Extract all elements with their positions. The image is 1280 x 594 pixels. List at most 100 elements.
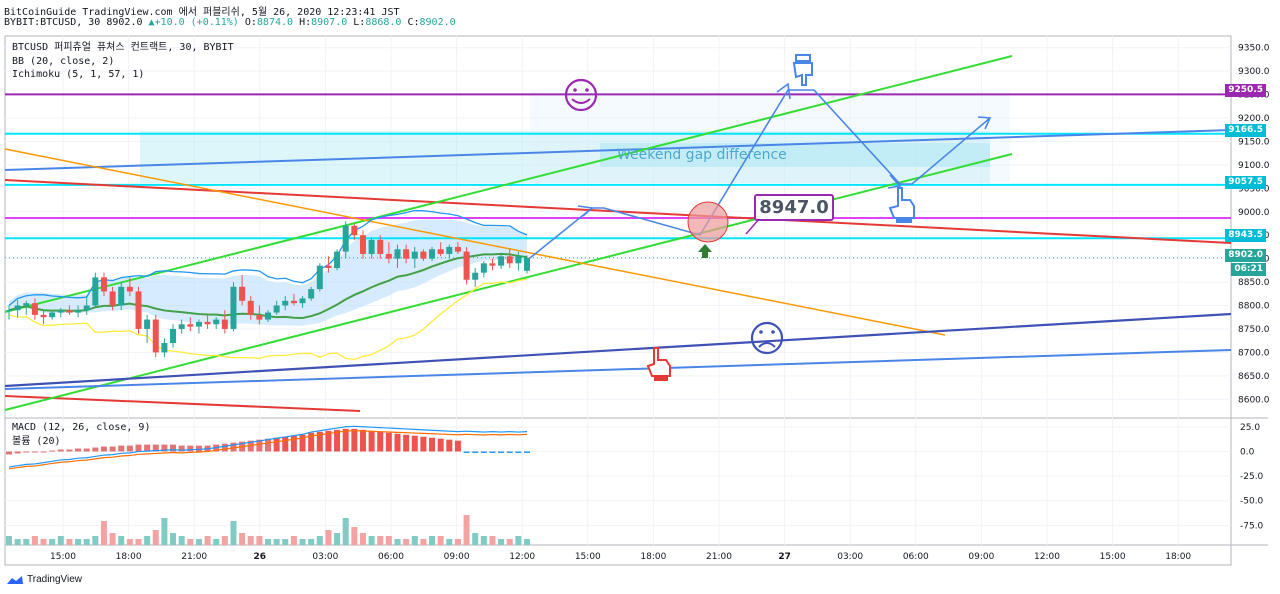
- target-circle[interactable]: [687, 201, 729, 243]
- volume-bar: [403, 539, 410, 545]
- volume-bar: [49, 539, 56, 545]
- green-channel-lower[interactable]: [4, 153, 1013, 411]
- volume-bar: [6, 536, 12, 545]
- time-tick-label: 15:00: [50, 552, 76, 562]
- macd-hist-bar: [377, 431, 384, 452]
- red-lower-trendline[interactable]: [4, 395, 361, 412]
- candle-body: [178, 324, 185, 329]
- candle-body: [308, 289, 315, 299]
- price-tick-label: 9300.0: [1238, 67, 1270, 77]
- macd-line: [8, 425, 528, 468]
- candle-body: [334, 251, 341, 269]
- macd-hist-bar: [195, 445, 202, 452]
- time-tick-label: 27: [778, 552, 791, 562]
- badge-9166: 9166.5: [1225, 124, 1266, 137]
- arrowhead-3: [887, 174, 902, 189]
- footer-brand[interactable]: TradingView: [6, 574, 82, 585]
- volume-bar: [265, 539, 271, 545]
- hand-down-blue-icon[interactable]: [792, 54, 813, 86]
- smiley-icon[interactable]: [564, 78, 598, 112]
- macd-hist-bar: [325, 430, 332, 452]
- candle-body: [14, 305, 21, 311]
- blue-upper-trendline[interactable]: [4, 129, 1232, 171]
- legend-bb[interactable]: BB (20, close, 2): [12, 55, 115, 67]
- macd-hist-bar: [515, 451, 522, 453]
- candle-body: [75, 310, 82, 313]
- volume-bar: [351, 527, 358, 545]
- macd-hist-bar: [265, 438, 271, 452]
- orange-trendline[interactable]: [4, 148, 946, 336]
- candle-body: [489, 263, 496, 266]
- candle-body: [524, 257, 530, 271]
- volume-bar: [40, 539, 47, 545]
- volume-bar: [308, 539, 315, 545]
- volume-bar: [66, 539, 73, 545]
- volume-bar: [144, 536, 151, 545]
- macd-hist-bar: [334, 429, 341, 452]
- candle-body: [66, 310, 73, 313]
- price-axis-labels: 9350.09300.09250.09200.09150.09100.09050…: [1238, 44, 1270, 406]
- candle-body: [515, 256, 522, 264]
- green-channel-upper[interactable]: [4, 55, 1013, 313]
- arrowhead-4: [977, 116, 992, 130]
- price-tick-label: 9050.0: [1238, 184, 1270, 194]
- up-arrow-icon: [698, 244, 712, 258]
- time-axis-labels: 15:00 18:00 21:00 26 03:00 06:00 09:00 12:00 15:…: [50, 552, 1191, 562]
- frown-icon[interactable]: [750, 321, 784, 355]
- main-legend: BTCUSD 퍼피츄얼 퓨쳐스 컨트랙트, 30, BYBIT BB (20, …: [12, 41, 234, 82]
- volume-bar: [126, 539, 133, 545]
- volume-bar: [437, 536, 444, 545]
- price-tick-label: 9200.0: [1238, 114, 1270, 124]
- volume-bar: [489, 536, 496, 545]
- legend-symbol[interactable]: BTCUSD 퍼피츄얼 퓨쳐스 컨트랙트, 30, BYBIT: [12, 42, 234, 53]
- hand-up-red-icon[interactable]: [646, 347, 671, 381]
- legend-ichimoku[interactable]: Ichimoku (5, 1, 57, 1): [12, 69, 145, 80]
- macd-hist-bar: [351, 428, 358, 452]
- open-value: 8874.0: [256, 17, 294, 28]
- macd-hist-bar: [100, 446, 107, 452]
- macd-hist-bar: [472, 451, 479, 453]
- price-tick-label: 8600.0: [1238, 395, 1270, 405]
- arrowhead-1: [577, 205, 594, 217]
- volume-bar: [161, 518, 168, 545]
- macd-hist-bar: [118, 445, 125, 452]
- macd-axis-labels: 25.0 0.0 -25.0 -50.0 -75.0: [1240, 423, 1264, 531]
- price-callout[interactable]: 8947.0: [754, 194, 834, 221]
- macd-hist-bar: [489, 451, 496, 453]
- hand-up-blue-icon[interactable]: [888, 187, 915, 223]
- candle-body: [92, 277, 99, 306]
- open-label: O:: [244, 17, 257, 28]
- macd-hist-bar: [83, 448, 90, 452]
- indigo-support-line[interactable]: [4, 312, 1232, 388]
- blue-support-line[interactable]: [4, 349, 1232, 390]
- price-tick-label: 8800.0: [1238, 302, 1270, 312]
- candle-body: [204, 321, 211, 325]
- arrowhead-2: [776, 82, 791, 100]
- price-tick-label: 9350.0: [1238, 44, 1270, 54]
- candle-body: [446, 246, 453, 254]
- candle-body: [411, 251, 418, 259]
- macd-hist-bar: [359, 429, 366, 452]
- macd-hist-bar: [221, 443, 228, 452]
- badge-9250: 9250.5: [1225, 84, 1266, 97]
- macd-tick-label: -50.0: [1240, 497, 1264, 507]
- volume-bar: [247, 536, 254, 545]
- candle-body: [316, 265, 323, 290]
- volume-bar: [273, 539, 280, 545]
- symbol-label: BYBIT:BTCUSD, 30: [4, 17, 101, 28]
- macd-hist-bar: [247, 440, 254, 452]
- legend-macd[interactable]: MACD (12, 26, close, 9): [12, 422, 151, 433]
- weekend-gap-box[interactable]: [140, 131, 990, 183]
- macd-hist-bar: [385, 432, 392, 452]
- macd-hist-bar: [290, 435, 297, 452]
- volume-bar: [299, 539, 306, 545]
- time-tick-label: 15:00: [575, 552, 601, 562]
- candle-body: [290, 300, 297, 304]
- macd-hist-bar: [411, 435, 418, 452]
- volume-bar: [446, 539, 453, 545]
- time-tick-label: 18:00: [1165, 552, 1191, 562]
- legend-volume[interactable]: 볼륨 (20): [12, 435, 61, 447]
- candle-body: [463, 251, 470, 280]
- volume-bar: [282, 539, 289, 545]
